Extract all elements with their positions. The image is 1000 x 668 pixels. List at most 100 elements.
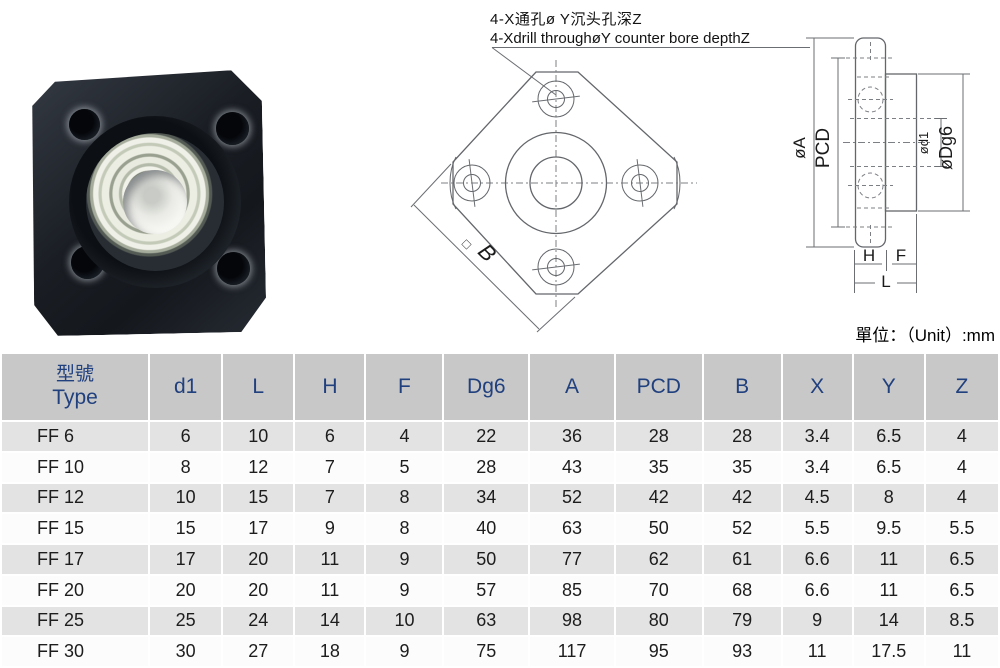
value-cell: 8.5 — [925, 606, 998, 636]
header-col-h: H — [295, 354, 365, 420]
value-cell: 85 — [530, 575, 614, 605]
header-col-l: L — [223, 354, 294, 420]
value-cell: 42 — [615, 483, 702, 513]
value-cell: 63 — [530, 514, 614, 543]
value-cell: 40 — [444, 514, 529, 543]
dim-label-dia-d1: ød1 — [916, 132, 931, 154]
value-cell: 17 — [150, 545, 222, 574]
dim-label-pcd: PCD — [813, 128, 834, 168]
dimension-dia-d1: ød1 — [916, 118, 947, 167]
table-row: FF 12 10 15 7 8 34 52 42 42 4.5 8 4 — [2, 483, 998, 513]
value-cell: 4 — [925, 483, 998, 513]
unit-label: 單位：（Unit）:mm — [855, 326, 995, 345]
type-prefix: FF — [37, 579, 59, 600]
value-cell: 6.5 — [925, 575, 998, 605]
header-type-en: Type — [52, 385, 98, 409]
value-cell: 35 — [615, 452, 702, 482]
bolt-hole-bottom-right — [217, 252, 250, 285]
value-cell: 27 — [223, 637, 294, 666]
dimension-hfl: H F L — [854, 214, 917, 293]
type-prefix: FF — [37, 548, 59, 569]
header-col-y: Y — [853, 354, 924, 420]
value-cell: 98 — [530, 606, 614, 636]
value-cell: 10 — [223, 422, 294, 451]
header-type: 型號 Type — [2, 354, 149, 420]
value-cell: 68 — [703, 575, 781, 605]
value-cell: 6.5 — [853, 452, 924, 482]
dim-label-h: H — [863, 246, 875, 265]
table-row: FF 10 8 12 7 5 28 43 35 35 3.4 6.5 4 — [2, 452, 998, 482]
value-cell: 17 — [223, 514, 294, 543]
side-view: øA PCD ød1 øDg6 — [790, 37, 970, 293]
callout-text-en: 4-Xdrill throughøY counter bore depthZ — [490, 30, 750, 47]
table-row: FF 15 15 17 9 8 40 63 50 52 5.5 9.5 5.5 — [2, 514, 998, 543]
dimension-pcd: PCD — [813, 57, 845, 228]
value-cell: 57 — [444, 575, 529, 605]
table-row: FF 20 20 20 11 9 57 85 70 68 6.6 11 6.5 — [2, 575, 998, 605]
type-cell: FF 17 — [2, 545, 149, 574]
header-col-x: X — [782, 354, 852, 420]
value-cell: 43 — [530, 452, 614, 482]
technical-drawing: □ B øA — [410, 37, 970, 333]
value-cell: 6 — [295, 422, 365, 451]
table-row: FF 25 25 24 14 10 63 98 80 79 9 14 8.5 — [2, 606, 998, 636]
spec-table: 型號 Type d1 L H F Dg6 A PCD B X Y Z FF 6 6 10 6 4 22 36 28 2… — [0, 352, 1000, 668]
value-cell: 9 — [782, 606, 852, 636]
bolt-hole-top-right — [216, 112, 249, 145]
value-cell: 6.6 — [782, 575, 852, 605]
value-cell: 20 — [223, 575, 294, 605]
value-cell: 6 — [150, 422, 222, 451]
callout-text-zh: 4-X通孔ø Y沉头孔深Z — [490, 11, 643, 28]
value-cell: 22 — [444, 422, 529, 451]
value-cell: 5.5 — [782, 514, 852, 543]
type-cell: FF 15 — [2, 514, 149, 543]
header-type-zh: 型號 — [56, 364, 95, 385]
header-col-z: Z — [925, 354, 998, 420]
value-cell: 93 — [703, 637, 781, 666]
header-col-f: F — [366, 354, 443, 420]
value-cell: 12 — [223, 452, 294, 482]
header-col-d1: d1 — [150, 354, 222, 420]
value-cell: 3.4 — [782, 422, 852, 451]
header-col-b: B — [703, 354, 781, 420]
value-cell: 6.6 — [782, 545, 852, 574]
value-cell: 9.5 — [853, 514, 924, 543]
callout-leader — [491, 47, 810, 96]
value-cell: 9 — [366, 637, 443, 666]
value-cell: 11 — [853, 545, 924, 574]
value-cell: 6.5 — [925, 545, 998, 574]
value-cell: 50 — [444, 545, 529, 574]
type-cell: FF 6 — [2, 422, 149, 451]
spec-table-body: FF 6 6 10 6 4 22 36 28 28 3.4 6.5 4 FF 10 8 12 7 5 28 43 35 35… — [2, 422, 998, 666]
value-cell: 3.4 — [782, 452, 852, 482]
value-cell: 61 — [703, 545, 781, 574]
dim-label-b: B — [473, 239, 501, 267]
value-cell: 8 — [853, 483, 924, 513]
value-cell: 75 — [444, 637, 529, 666]
value-cell: 4 — [366, 422, 443, 451]
value-cell: 52 — [703, 514, 781, 543]
header-col-pcd: PCD — [615, 354, 702, 420]
type-size: 15 — [64, 518, 85, 539]
table-row: FF 6 6 10 6 4 22 36 28 28 3.4 6.5 4 — [2, 422, 998, 451]
value-cell: 15 — [150, 514, 222, 543]
value-cell: 95 — [615, 637, 702, 666]
type-size: 10 — [64, 456, 85, 477]
value-cell: 5 — [366, 452, 443, 482]
dimension-dia-a: øA — [790, 37, 854, 248]
type-cell: FF 10 — [2, 452, 149, 482]
value-cell: 7 — [295, 483, 365, 513]
value-cell: 50 — [615, 514, 702, 543]
type-prefix: FF — [37, 456, 59, 477]
table-row: FF 30 30 27 18 9 75 117 95 93 11 17.5 11 — [2, 637, 998, 666]
header-row: 型號 Type d1 L H F Dg6 A PCD B X Y Z — [2, 354, 998, 420]
value-cell: 52 — [530, 483, 614, 513]
value-cell: 9 — [295, 514, 365, 543]
type-prefix: FF — [37, 425, 59, 446]
value-cell: 15 — [223, 483, 294, 513]
dim-label-l: L — [881, 272, 890, 291]
front-view: □ B — [410, 60, 697, 333]
value-cell: 18 — [295, 637, 365, 666]
value-cell: 14 — [853, 606, 924, 636]
front-bolt-holes — [453, 80, 659, 286]
